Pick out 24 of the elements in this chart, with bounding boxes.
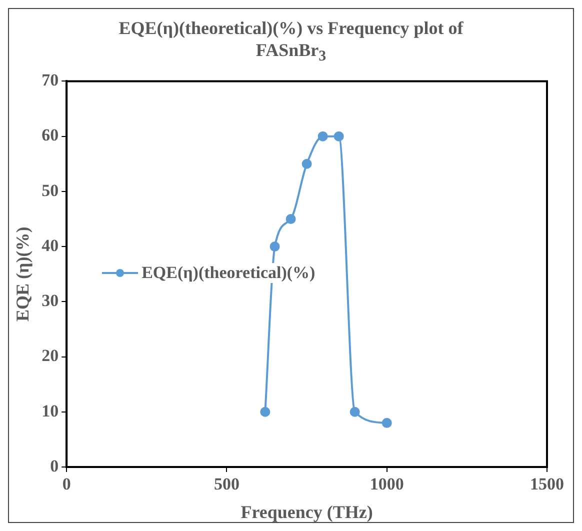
y-tick-label: 20: [42, 346, 59, 365]
point: [318, 130, 328, 141]
y-tick-label: 40: [42, 236, 59, 255]
x-tick-label: 1000: [370, 474, 404, 494]
point: [350, 406, 360, 416]
y-tick-label: 30: [42, 290, 59, 310]
point: [334, 130, 344, 141]
point: [270, 241, 280, 252]
point: [260, 406, 270, 416]
x-tick-label: 500: [214, 474, 240, 494]
y-tick-label: 60: [42, 125, 59, 144]
y-axis-title: EQE (η)(%): [12, 226, 32, 322]
x-tick-label: 0: [62, 474, 71, 494]
point: [302, 158, 312, 168]
point: [382, 418, 392, 428]
y-tick-label: 10: [42, 400, 59, 420]
y-tick-label: 0: [50, 456, 59, 475]
x-axis-title: Frequency (THz): [240, 501, 373, 522]
legend-label: EQE(η)(theoretical)(%): [142, 262, 316, 283]
y-tick-label: 50: [42, 180, 59, 200]
x-tick-label: 1500: [530, 474, 564, 494]
chart-title: EQE(η)(theoretical)(%) vs Frequency plot of FASnBr$_{3}$: [118, 17, 464, 67]
y-tick-label: 70: [42, 70, 59, 90]
point: [286, 214, 296, 224]
